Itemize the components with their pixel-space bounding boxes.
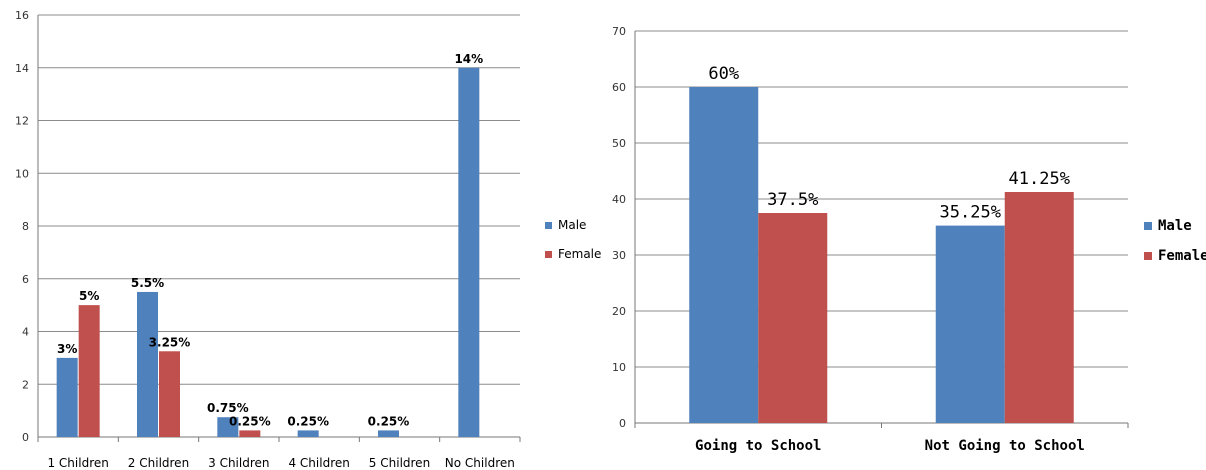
x-tick-label: Not Going to School xyxy=(925,438,1085,454)
data-label: 0.25% xyxy=(229,414,271,428)
y-tick-label: 14 xyxy=(15,62,29,75)
bar-male xyxy=(935,225,1005,423)
data-label: 5% xyxy=(79,289,99,303)
x-tick-label: 5 Children xyxy=(369,456,430,470)
data-label: 5.5% xyxy=(131,276,164,290)
data-label: 0.75% xyxy=(207,401,249,415)
data-label: 0.25% xyxy=(287,414,329,428)
x-tick-label: No Children xyxy=(445,456,515,470)
y-tick-label: 20 xyxy=(612,305,626,318)
x-tick-label: 1 Children xyxy=(47,456,108,470)
y-tick-label: 30 xyxy=(612,249,626,262)
y-tick-label: 0 xyxy=(619,417,626,430)
y-tick-label: 12 xyxy=(15,115,29,128)
y-tick-label: 16 xyxy=(15,9,29,22)
chart-school-attendance-by-gender: 0 10 20 30 40 50 60 70 60% 37.5% Going to School 35… xyxy=(612,25,1206,454)
data-label: 35.25% xyxy=(940,203,1001,223)
bar-female xyxy=(1004,192,1074,423)
data-label: 3.25% xyxy=(149,335,191,349)
bar-male xyxy=(378,430,399,437)
legend-swatch-female xyxy=(1144,252,1152,260)
bar-female xyxy=(758,213,828,423)
legend-label-male: Male xyxy=(558,218,586,232)
x-tick-label: Going to School xyxy=(695,438,821,454)
legend-label-male: Male xyxy=(1158,218,1192,234)
y-tick-label: 60 xyxy=(612,81,626,94)
y-tick-label: 2 xyxy=(22,378,29,391)
x-tick-label: 4 Children xyxy=(288,456,349,470)
y-tick-label: 40 xyxy=(612,193,626,206)
data-label: 60% xyxy=(708,64,739,84)
y-tick-label: 0 xyxy=(22,431,29,444)
y-tick-label: 8 xyxy=(22,220,29,233)
y-tick-label: 10 xyxy=(612,361,626,374)
legend-label-female: Female xyxy=(558,247,601,261)
y-tick-label: 6 xyxy=(22,273,29,286)
bar-female xyxy=(159,351,180,437)
data-label: 37.5% xyxy=(767,190,818,210)
data-label: 41.25% xyxy=(1009,169,1070,189)
data-label: 14% xyxy=(454,52,483,66)
legend-label-female: Female xyxy=(1158,248,1206,264)
bar-male xyxy=(217,417,239,437)
bar-male xyxy=(297,430,319,437)
y-tick-label: 50 xyxy=(612,137,626,150)
bar-male xyxy=(689,87,759,423)
legend-swatch-male xyxy=(1144,222,1152,230)
legend-swatch-male xyxy=(545,222,552,229)
data-label: 0.25% xyxy=(368,414,410,428)
data-label: 3% xyxy=(57,342,77,356)
chart-children-by-gender: 0 2 4 6 8 10 12 14 16 3% 5% 1 Children 5.5% 3.25% 2 Ch… xyxy=(15,9,601,470)
bar-female xyxy=(78,305,100,437)
bar-male xyxy=(458,67,480,437)
legend-swatch-female xyxy=(545,251,552,258)
y-tick-label: 70 xyxy=(612,25,626,38)
x-tick-label: 3 Children xyxy=(208,456,269,470)
y-tick-label: 4 xyxy=(22,326,29,339)
y-tick-label: 10 xyxy=(15,167,29,180)
bar-male xyxy=(137,291,158,437)
x-tick-label: 2 Children xyxy=(128,456,189,470)
bar-male xyxy=(56,357,78,437)
bar-female xyxy=(239,430,261,437)
